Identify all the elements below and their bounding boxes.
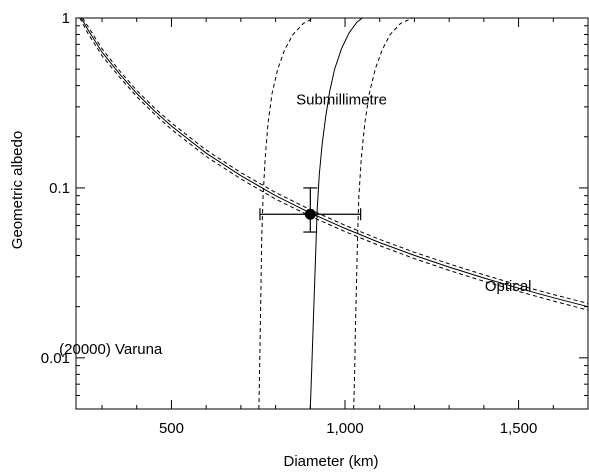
annotation-2: (20000) Varuna (59, 341, 163, 358)
series-line-3 (309, 17, 363, 410)
data-point-layer (259, 187, 362, 233)
series-line-5 (353, 17, 413, 410)
varuna-data-point (304, 208, 316, 220)
series-line-0 (80, 17, 589, 308)
plot-frame (75, 17, 589, 410)
ticks-layer: 500 1,000 1,500 0.01 0.1 1 (41, 10, 589, 437)
x-tick-label-1: 1,000 (326, 420, 364, 437)
series-line-4 (258, 17, 315, 410)
x-axis-label: Diameter (km) (283, 453, 378, 470)
y-tick-label-2: 1 (62, 10, 70, 27)
series-line-1 (82, 17, 589, 304)
x-tick-label-2: 1,500 (500, 420, 538, 437)
y-tick-label-0: 0.01 (41, 350, 70, 367)
series-line-2 (79, 17, 589, 311)
y-tick-label-1: 0.1 (49, 180, 70, 197)
annotation-layer: Submillimetre Optical (20000) Varuna (59, 91, 531, 358)
annotation-0: Submillimetre (296, 91, 387, 108)
y-axis-label: Geometric albedo (9, 131, 26, 249)
x-tick-label-0: 500 (159, 420, 184, 437)
annotation-1: Optical (485, 278, 532, 295)
series-layer (79, 17, 589, 410)
